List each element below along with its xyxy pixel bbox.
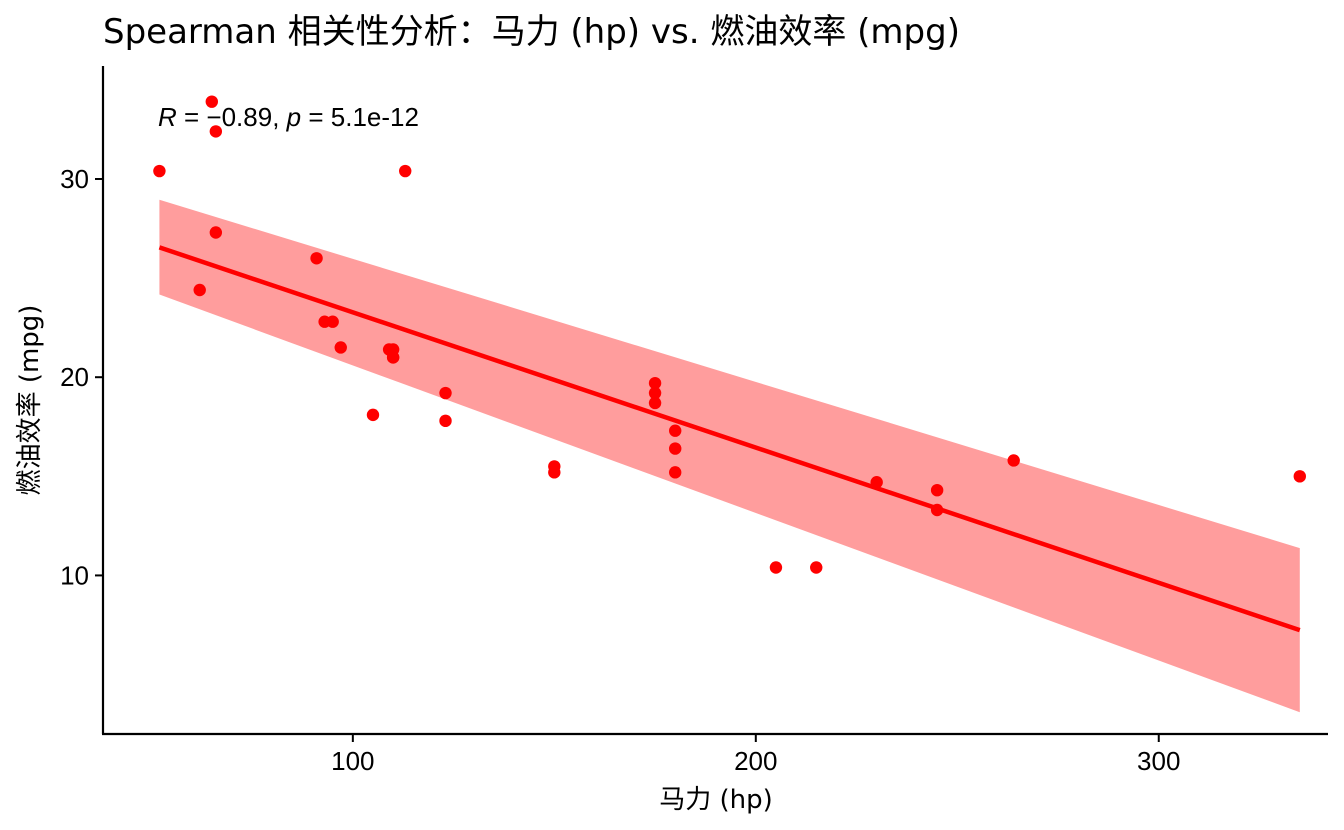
data-point	[366, 408, 380, 422]
data-point	[648, 386, 662, 400]
y-tick-label: 10	[60, 560, 89, 590]
data-point	[548, 466, 561, 479]
data-point	[810, 561, 823, 574]
p-value: = 5.1e-12	[301, 102, 419, 132]
data-point	[382, 343, 396, 356]
confidence-band-layer	[159, 199, 1300, 713]
x-tick-label: 100	[331, 746, 374, 776]
y-axis-title: 燃油效率 (mpg)	[15, 305, 45, 496]
data-point	[439, 386, 452, 400]
data-point	[334, 341, 347, 354]
data-point	[930, 483, 944, 497]
data-point	[870, 476, 883, 489]
data-point	[326, 315, 339, 328]
regression-line-layer	[158, 245, 1301, 633]
data-point	[153, 164, 166, 178]
x-tick-label: 200	[734, 746, 777, 776]
data-point	[769, 561, 783, 574]
x-tick-label: 300	[1137, 746, 1180, 776]
data-point	[669, 466, 682, 479]
data-point	[310, 252, 323, 265]
r-value: = −0.89,	[177, 102, 287, 132]
data-point	[209, 226, 223, 239]
regression-line	[158, 245, 1301, 633]
data-point	[669, 442, 682, 455]
data-points-layer	[153, 95, 1306, 574]
data-point	[1007, 454, 1020, 467]
y-tick-label: 30	[60, 164, 89, 194]
correlation-annotation: R = −0.89, p = 5.1e-12	[158, 102, 419, 132]
data-point	[930, 503, 944, 517]
x-ticks: 100 200 300	[331, 734, 1180, 776]
data-point	[205, 95, 218, 108]
data-point	[193, 283, 206, 297]
data-point	[399, 164, 412, 178]
r-symbol: R	[158, 102, 177, 132]
data-point	[439, 414, 452, 428]
data-point	[648, 396, 662, 410]
x-axis-title: 马力 (hp)	[659, 785, 773, 815]
data-point	[669, 424, 682, 437]
data-point	[648, 376, 662, 390]
p-symbol: p	[286, 102, 301, 132]
confidence-band	[159, 199, 1300, 713]
data-point	[1293, 470, 1306, 483]
data-point	[209, 125, 223, 138]
chart-title: Spearman 相关性分析：马力 (hp) vs. 燃油效率 (mpg)	[103, 12, 960, 52]
y-tick-label: 20	[60, 362, 89, 392]
y-ticks: 10 20 30	[60, 164, 103, 590]
